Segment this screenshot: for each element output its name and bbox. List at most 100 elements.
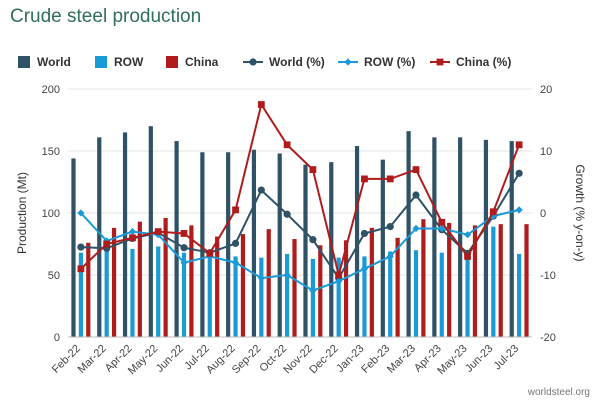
y-axis-title: Production (Mt) (15, 172, 29, 254)
bar-world (148, 126, 153, 337)
x-tick-label: Dec-22 (307, 343, 341, 377)
bar-china (189, 225, 194, 337)
point-row-pct (283, 271, 291, 279)
bar-row (207, 253, 212, 337)
y2-axis-title: Growth (% y-on-y) (573, 164, 587, 261)
point-row-pct (515, 206, 523, 214)
bar-china (111, 227, 117, 337)
bar-world (174, 141, 179, 337)
point-world-pct (257, 186, 265, 194)
bar-china (137, 221, 142, 337)
bar-china (395, 237, 400, 337)
point-row-pct (335, 277, 343, 285)
point-china-pct (386, 175, 394, 183)
bar-china (369, 227, 374, 337)
bar-china (498, 224, 503, 337)
chart-title: Crude steel production (10, 6, 202, 27)
x-tick-label: Mar-22 (76, 343, 109, 376)
bar-china (318, 245, 323, 337)
point-china-pct (129, 234, 136, 242)
point-world-pct (360, 229, 369, 238)
bar-row (362, 256, 367, 337)
bar-world (226, 152, 231, 337)
legend-label-row: ROW (114, 55, 144, 69)
y2-tick-label: 20 (540, 84, 552, 96)
bar-china (163, 217, 168, 337)
bar-world (483, 139, 489, 337)
y-tick-label: 200 (42, 84, 60, 96)
x-tick-label: Mar-23 (385, 343, 418, 376)
bar-china (447, 222, 452, 337)
legend-marker-world (249, 58, 257, 66)
legend-label-world: World (37, 55, 71, 69)
bar-china (240, 234, 246, 337)
point-china-pct (283, 141, 291, 149)
bar-row (310, 258, 315, 337)
bar-world (200, 152, 205, 337)
bar-row (130, 248, 135, 337)
point-china-pct (257, 101, 265, 108)
line-world-pct (80, 172, 520, 280)
point-china-pct (335, 271, 343, 279)
bars (71, 126, 529, 337)
bar-row (156, 246, 161, 337)
bar-row (104, 246, 109, 337)
bar-world (432, 137, 437, 337)
point-world-pct (386, 223, 394, 231)
y-tick-label: 50 (48, 270, 60, 282)
point-china-pct (515, 141, 523, 149)
point-china-pct (438, 218, 446, 226)
bar-world (303, 164, 308, 337)
bar-row (491, 226, 496, 337)
point-china-pct (464, 253, 471, 260)
legend-swatch-world (18, 56, 30, 68)
line-row-pct (80, 208, 520, 292)
bar-china (292, 239, 297, 337)
bar-row (388, 251, 393, 337)
bar-row (465, 252, 470, 337)
point-row-pct (438, 224, 446, 233)
bar-row (181, 252, 187, 337)
x-tick-label: Sep-22 (230, 343, 264, 377)
point-china-pct (412, 166, 420, 173)
legend-marker-row (344, 58, 352, 66)
point-china-pct (77, 265, 85, 273)
lines (77, 101, 523, 295)
bar-world (509, 141, 514, 337)
bar-row (259, 257, 264, 337)
point-row-pct (77, 209, 85, 217)
bar-world (458, 137, 463, 337)
bar-china (266, 229, 271, 337)
bar-china (86, 242, 91, 337)
grid (68, 88, 532, 338)
point-row-pct (309, 286, 317, 295)
bar-world (251, 149, 257, 337)
legend-swatch-row (95, 56, 107, 68)
bar-row (413, 250, 419, 337)
point-china-pct (489, 208, 497, 216)
bar-china (472, 225, 478, 337)
point-world-pct (77, 243, 85, 251)
bar-world (97, 137, 102, 337)
bar-row (285, 253, 290, 337)
y2-tick-label: -20 (540, 332, 556, 344)
bar-china (215, 236, 220, 337)
legend-marker-china (436, 58, 444, 66)
bar-world (380, 159, 385, 337)
bar-china (524, 224, 529, 337)
bar-row (78, 252, 83, 337)
x-tick-label: Jun-23 (463, 343, 495, 375)
legend-label-china: China (185, 55, 219, 69)
point-world-pct (515, 169, 523, 177)
y2-tick-label: 0 (540, 208, 546, 220)
bar-world (329, 162, 334, 337)
point-row-pct (231, 259, 240, 267)
bar-row (517, 253, 522, 337)
point-world-pct (180, 244, 188, 252)
source-credit: worldsteel.org (527, 387, 590, 398)
point-china-pct (232, 206, 239, 214)
point-china-pct (361, 175, 368, 183)
bar-world (71, 158, 76, 337)
point-world-pct (231, 239, 240, 247)
